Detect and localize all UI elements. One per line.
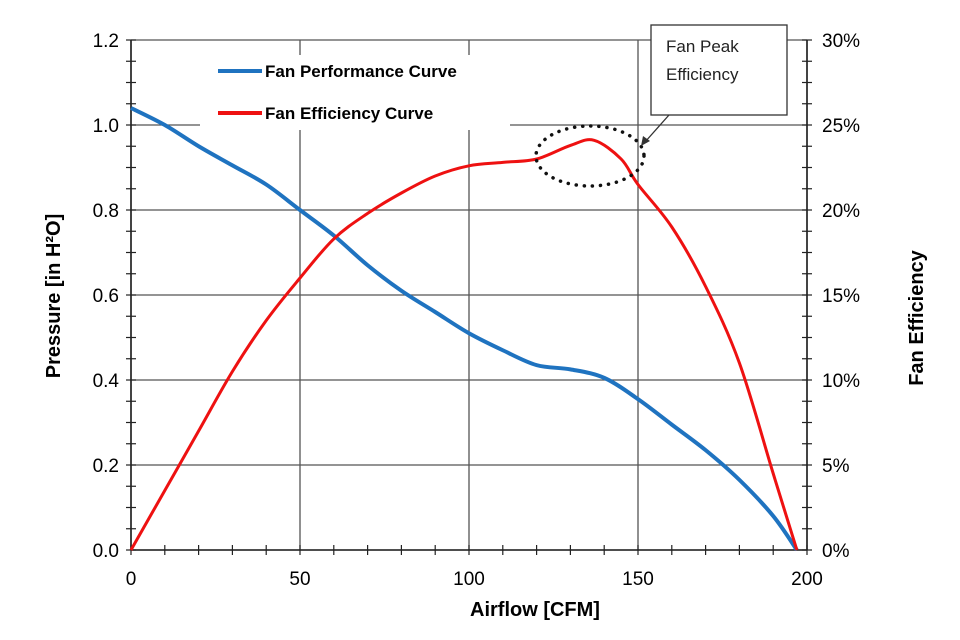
x-tick-label: 200 [791,569,823,590]
y-tick-label: 0.6 [93,286,119,307]
x-tick-label: 50 [289,569,310,590]
y-tick-label: 0.4 [93,371,120,392]
y2-tick-label: 10% [822,371,860,392]
y2-tick-label: 15% [822,286,860,307]
y-tick-label: 1.2 [93,31,119,52]
y-tick-label: 0.0 [93,541,119,562]
x-tick-label: 0 [126,569,137,590]
y-tick-label: 1.0 [93,116,119,137]
annotation-arrow [644,114,670,143]
series-lines [129,106,799,552]
y2-tick-label: 20% [822,201,860,222]
annotation-line2: Efficiency [666,65,739,84]
axes [126,39,812,555]
legend-label-performance: Fan Performance Curve [265,62,457,81]
y2-axis-label: Fan Efficiency [906,249,928,385]
x-axis-label: Airflow [CFM] [470,599,600,621]
fan-performance-curve-line [130,106,799,552]
peak-annotation: Fan Peak Efficiency [534,24,788,188]
peak-highlight-ellipse [534,124,646,188]
x-tick-label: 100 [453,569,485,590]
annotation-box [650,24,788,116]
legend: Fan Performance Curve Fan Efficiency Cur… [200,55,510,130]
y2-tick-label: 25% [822,116,860,137]
tick-labels: 0 50 100 150 200 0.0 0.2 0.4 0.6 0.8 1.0 1.2 0% 5% 10%… [93,31,861,590]
arrowhead-icon [641,136,650,146]
fan-efficiency-curve-line [129,138,799,551]
y2-tick-label: 30% [822,31,860,52]
y2-tick-label: 5% [822,456,850,477]
y-tick-label: 0.8 [93,201,119,222]
legend-label-efficiency: Fan Efficiency Curve [265,104,433,123]
annotation-line1: Fan Peak [666,37,739,56]
y-tick-label: 0.2 [93,456,119,477]
y2-tick-label: 0% [822,541,850,562]
legend-background [200,55,510,130]
x-tick-label: 150 [622,569,654,590]
y-axis-label: Pressure [in H²O] [43,214,65,378]
